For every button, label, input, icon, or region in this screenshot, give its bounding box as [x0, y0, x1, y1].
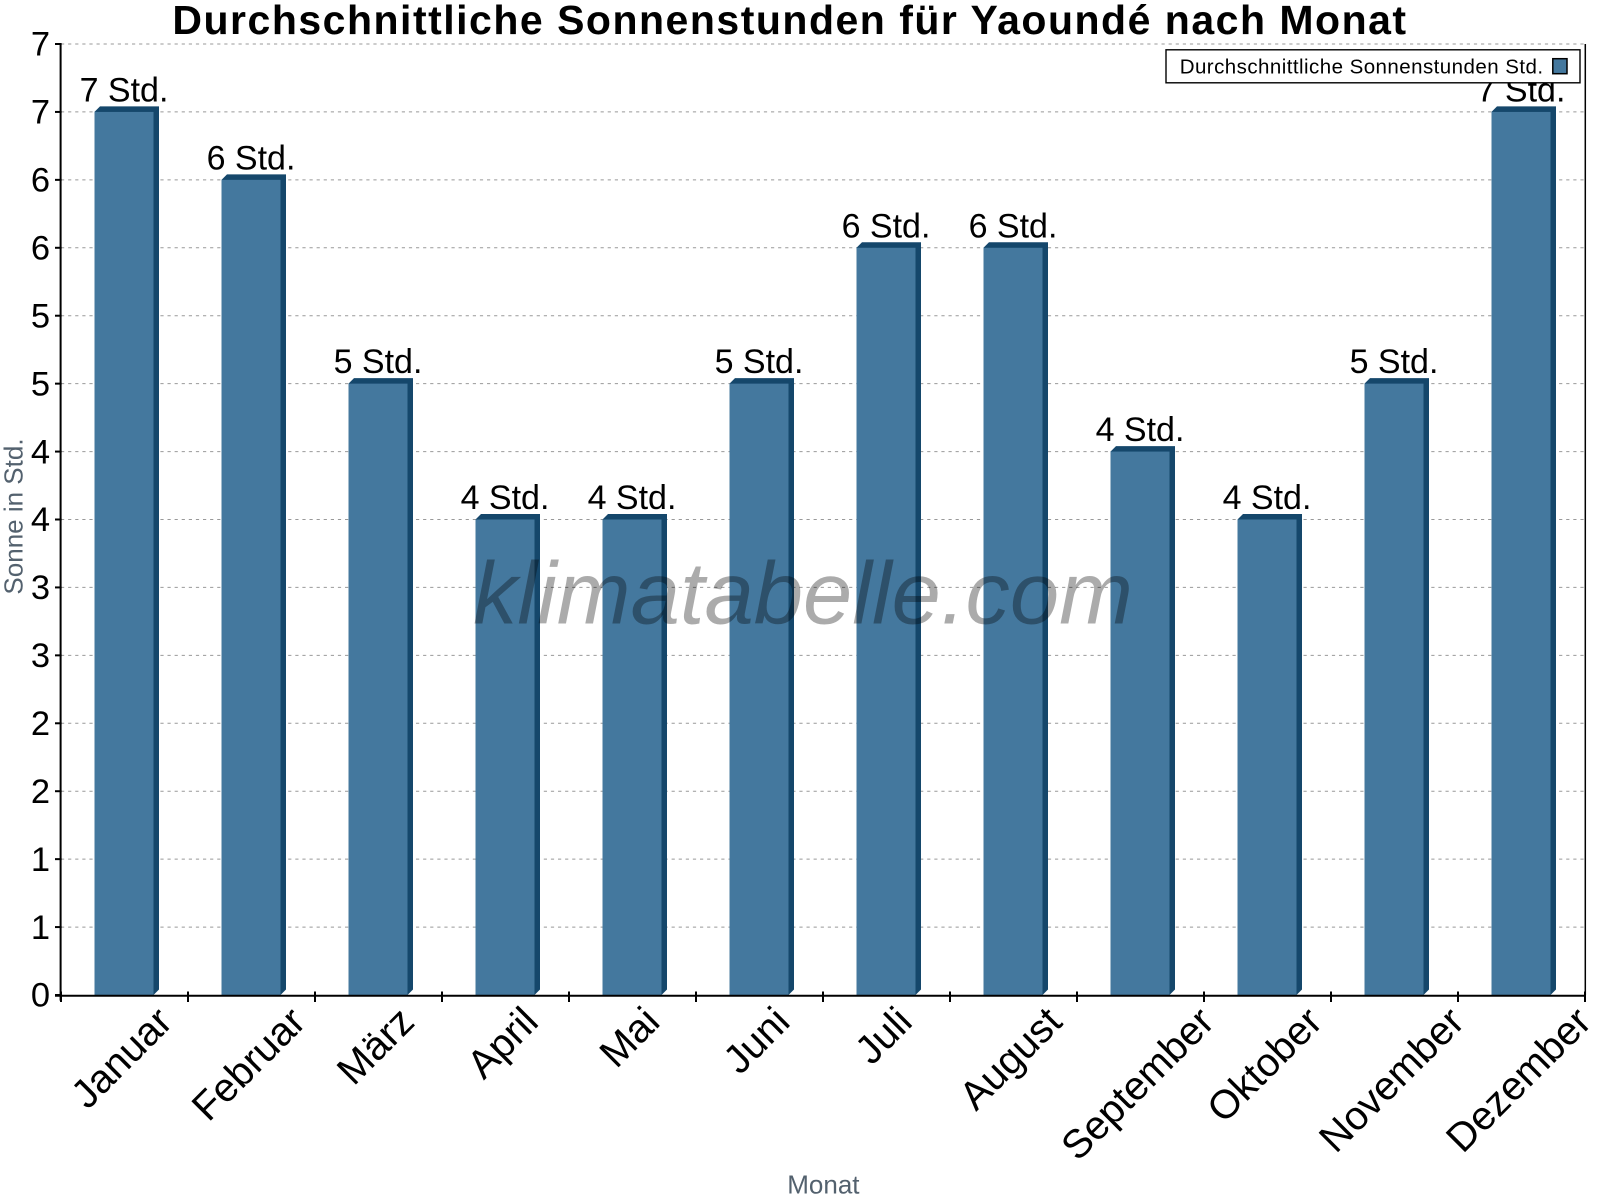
- svg-text:6: 6: [31, 162, 50, 200]
- svg-text:5: 5: [31, 297, 50, 335]
- svg-text:4 Std.: 4 Std.: [461, 479, 550, 517]
- svg-text:4: 4: [31, 433, 50, 471]
- svg-text:3: 3: [31, 569, 50, 607]
- svg-text:5: 5: [31, 365, 50, 403]
- svg-text:0: 0: [31, 977, 50, 1015]
- svg-text:7 Std.: 7 Std.: [80, 72, 169, 110]
- svg-text:6 Std.: 6 Std.: [842, 207, 931, 245]
- svg-text:Durchschnittliche Sonnenstunde: Durchschnittliche Sonnenstunden Std.: [1180, 56, 1544, 79]
- svg-text:4: 4: [31, 501, 50, 539]
- svg-text:Monat: Monat: [787, 1170, 860, 1200]
- svg-text:2: 2: [31, 705, 50, 743]
- svg-text:Sonne in Std.: Sonne in Std.: [0, 438, 29, 594]
- svg-text:7: 7: [31, 26, 50, 64]
- svg-text:6 Std.: 6 Std.: [207, 139, 296, 177]
- svg-text:Durchschnittliche Sonnenstunde: Durchschnittliche Sonnenstunden für Yaou…: [172, 0, 1407, 43]
- svg-text:5 Std.: 5 Std.: [334, 343, 423, 381]
- svg-text:3: 3: [31, 637, 50, 675]
- svg-text:5 Std.: 5 Std.: [715, 343, 804, 381]
- svg-text:2: 2: [31, 773, 50, 811]
- svg-text:4 Std.: 4 Std.: [588, 479, 677, 517]
- svg-text:1: 1: [31, 909, 50, 947]
- svg-text:6: 6: [31, 229, 50, 267]
- svg-text:6 Std.: 6 Std.: [969, 207, 1058, 245]
- svg-text:4 Std.: 4 Std.: [1223, 479, 1312, 517]
- svg-text:1: 1: [31, 841, 50, 879]
- svg-text:klimatabelle.com: klimatabelle.com: [473, 543, 1133, 642]
- svg-text:4 Std.: 4 Std.: [1096, 411, 1185, 449]
- svg-text:7: 7: [31, 94, 50, 132]
- svg-text:5 Std.: 5 Std.: [1350, 343, 1439, 381]
